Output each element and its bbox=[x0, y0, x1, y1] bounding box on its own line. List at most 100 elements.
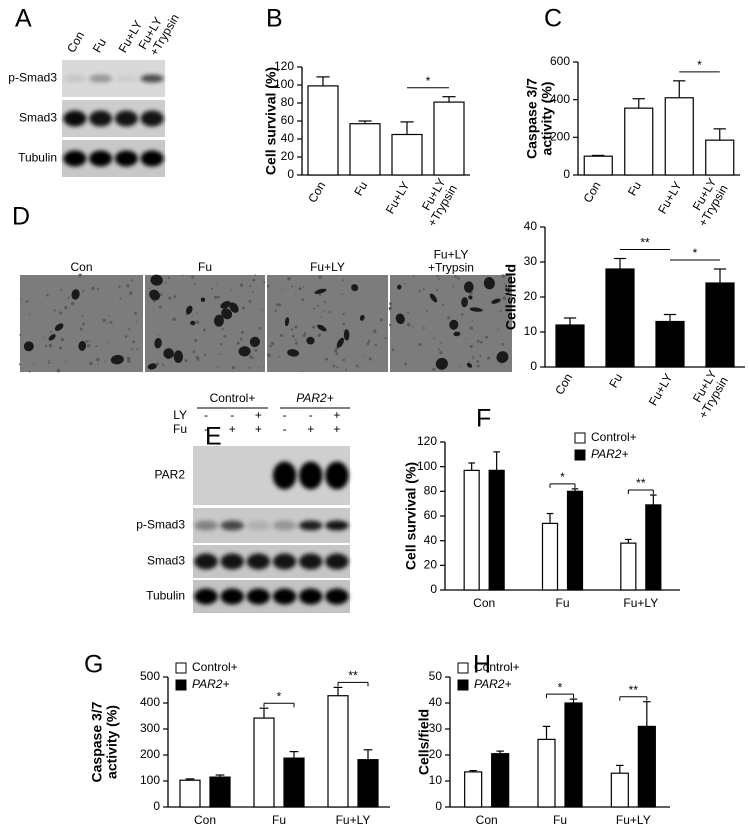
bar bbox=[491, 753, 510, 808]
texture bbox=[239, 283, 244, 287]
texture bbox=[476, 339, 480, 343]
y-tick-label: 100 bbox=[140, 773, 160, 787]
bar bbox=[307, 85, 339, 176]
texture bbox=[81, 315, 84, 317]
texture bbox=[263, 281, 266, 284]
texture bbox=[44, 344, 48, 347]
band bbox=[89, 110, 113, 127]
y-tick-label: 0 bbox=[153, 799, 160, 813]
row-label: Smad3 bbox=[19, 111, 57, 125]
panel-letter: B bbox=[266, 5, 283, 33]
texture bbox=[366, 342, 370, 346]
texture bbox=[64, 305, 68, 310]
sig-label: * bbox=[277, 689, 282, 703]
x-tick-label: Con bbox=[580, 179, 603, 205]
x-tick-label: Con bbox=[552, 371, 575, 397]
blot-strip bbox=[193, 446, 350, 505]
texture bbox=[127, 359, 131, 364]
text-line: Caspase 3/7 bbox=[88, 701, 104, 782]
micrograph bbox=[145, 275, 265, 372]
cell bbox=[435, 357, 448, 370]
y-axis-label: Cells/field bbox=[416, 709, 432, 775]
bar bbox=[620, 542, 637, 591]
texture bbox=[214, 295, 218, 300]
image-label: Fu+LY +Trypsin bbox=[428, 248, 474, 275]
texture bbox=[422, 288, 425, 291]
band bbox=[246, 553, 271, 570]
band bbox=[220, 553, 245, 570]
cell bbox=[461, 297, 468, 308]
texture bbox=[422, 326, 425, 330]
y-tick-label: 200 bbox=[140, 747, 160, 761]
texture bbox=[418, 290, 421, 293]
treatment-sign: - bbox=[283, 422, 287, 436]
texture bbox=[281, 289, 283, 291]
band bbox=[140, 74, 164, 83]
cell bbox=[397, 284, 402, 290]
texture bbox=[335, 352, 339, 356]
texture bbox=[49, 330, 52, 333]
texture bbox=[267, 353, 271, 357]
error-bar bbox=[613, 257, 627, 269]
y-tick-label: 400 bbox=[550, 92, 570, 106]
error-bar bbox=[673, 80, 686, 98]
y-tick-label: 20 bbox=[424, 558, 438, 572]
texture bbox=[487, 356, 490, 360]
texture bbox=[108, 315, 111, 317]
error-bar bbox=[400, 121, 414, 135]
texture bbox=[476, 359, 480, 363]
texture bbox=[502, 296, 507, 300]
texture bbox=[359, 366, 361, 369]
bar bbox=[488, 469, 505, 591]
y-tick-label: 100 bbox=[417, 459, 437, 473]
texture bbox=[261, 309, 263, 311]
band bbox=[140, 150, 164, 167]
texture bbox=[107, 322, 109, 324]
error-bar bbox=[363, 749, 373, 760]
y-tick-label: 20 bbox=[524, 289, 538, 303]
texture bbox=[126, 284, 130, 288]
row-label: Tubulin bbox=[146, 589, 185, 603]
y-tick-label: 0 bbox=[563, 167, 570, 181]
image-label: Con bbox=[70, 260, 92, 274]
treatment-sign: + bbox=[229, 422, 236, 436]
texture bbox=[426, 309, 428, 312]
texture bbox=[266, 284, 270, 288]
y-tick-label: 50 bbox=[429, 669, 443, 683]
bar bbox=[283, 757, 305, 808]
bar bbox=[583, 155, 613, 176]
texture bbox=[436, 275, 439, 278]
error-bar bbox=[569, 698, 578, 703]
cell bbox=[249, 336, 260, 348]
sig-label: * bbox=[693, 246, 698, 260]
band bbox=[114, 74, 138, 83]
y-tick-label: 10 bbox=[429, 773, 443, 787]
texture bbox=[193, 282, 196, 285]
texture bbox=[184, 359, 188, 363]
texture bbox=[254, 348, 258, 352]
band bbox=[220, 520, 245, 531]
texture bbox=[303, 331, 307, 335]
error-bar bbox=[215, 774, 225, 778]
texture bbox=[388, 306, 393, 311]
texture bbox=[407, 323, 411, 327]
texture bbox=[103, 360, 106, 363]
legend-swatch bbox=[574, 432, 586, 444]
texture bbox=[406, 311, 410, 314]
bar bbox=[637, 725, 656, 808]
x-tick-label: Fu+LY bbox=[623, 596, 658, 610]
error-bar bbox=[571, 488, 579, 492]
text-line: Fu+LY bbox=[434, 248, 469, 262]
texture bbox=[128, 328, 131, 331]
texture bbox=[118, 285, 121, 289]
texture bbox=[258, 326, 261, 330]
texture bbox=[503, 282, 506, 285]
texture bbox=[86, 344, 91, 348]
texture bbox=[342, 313, 345, 316]
band bbox=[272, 553, 297, 570]
texture bbox=[195, 320, 200, 324]
texture bbox=[249, 355, 253, 359]
cell bbox=[306, 336, 315, 345]
texture bbox=[88, 339, 91, 342]
x-tick-label: Fu+LY bbox=[383, 179, 413, 216]
